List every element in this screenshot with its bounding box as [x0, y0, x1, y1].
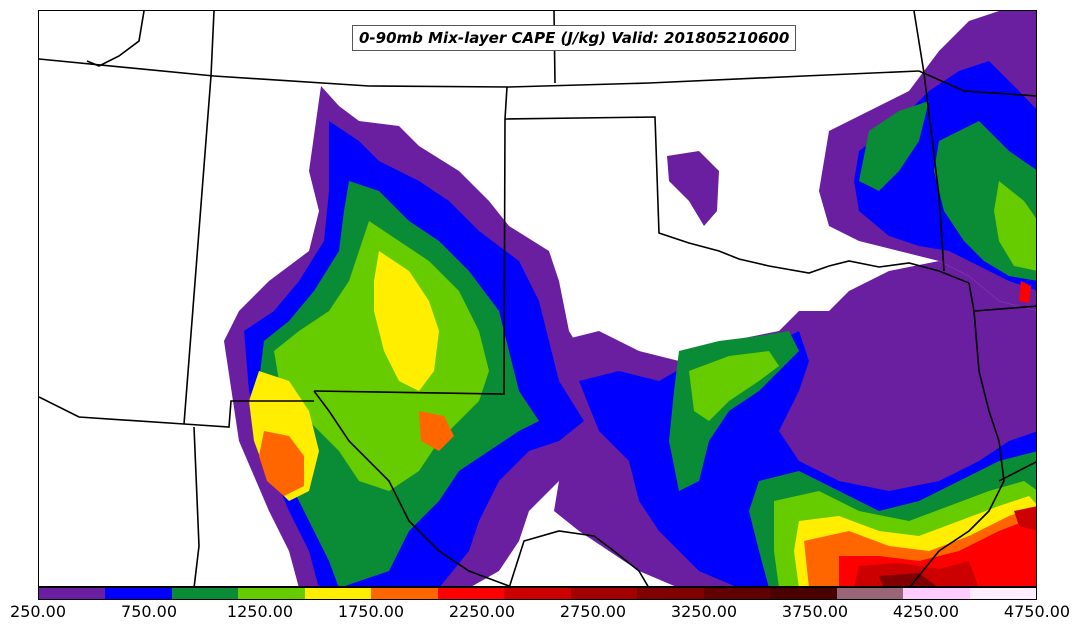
colorbar-tick-label: 2750.00: [559, 602, 627, 621]
colorbar-tick-label: 750.00: [121, 602, 177, 621]
colorbar-segment: [504, 588, 571, 599]
map-title: 0-90mb Mix-layer CAPE (J/kg) Valid: 2018…: [352, 25, 797, 51]
colorbar-segment: [238, 588, 305, 599]
colorbar-tick-label: 1750.00: [337, 602, 405, 621]
colorbar-segment: [703, 588, 771, 599]
colorbar-segment: [637, 588, 704, 599]
colorbar-segment: [304, 588, 372, 599]
colorbar-tick-label: 3750.00: [781, 602, 849, 621]
colorbar-tick-label: 4250.00: [892, 602, 960, 621]
colorbar-tick-label: 3250.00: [670, 602, 738, 621]
colorbar-segment: [903, 588, 970, 599]
colorbar-segment: [836, 588, 904, 599]
colorbar-segment: [105, 588, 172, 599]
cape-field-map: [39, 11, 1036, 586]
cape-contour-red: [839, 281, 1036, 586]
map-panel: 0-90mb Mix-layer CAPE (J/kg) Valid: 2018…: [38, 10, 1037, 587]
colorbar-segment: [969, 588, 1037, 599]
colorbar: [38, 587, 1037, 600]
colorbar-segment: [770, 588, 837, 599]
colorbar-tick-label: 2250.00: [448, 602, 516, 621]
colorbar-tick-label: 4750.00: [1003, 602, 1071, 621]
colorbar-segment: [39, 588, 106, 599]
colorbar-tick-label: 250.00: [10, 602, 66, 621]
colorbar-segment: [171, 588, 239, 599]
colorbar-tick-label: 1250.00: [226, 602, 294, 621]
colorbar-segment: [437, 588, 505, 599]
colorbar-tick-labels: 250.00 750.00 1250.00 1750.00 2250.00 2750.00…: [0, 600, 1081, 630]
state-borders: [39, 11, 1036, 586]
colorbar-segment: [371, 588, 438, 599]
colorbar-segment: [570, 588, 638, 599]
